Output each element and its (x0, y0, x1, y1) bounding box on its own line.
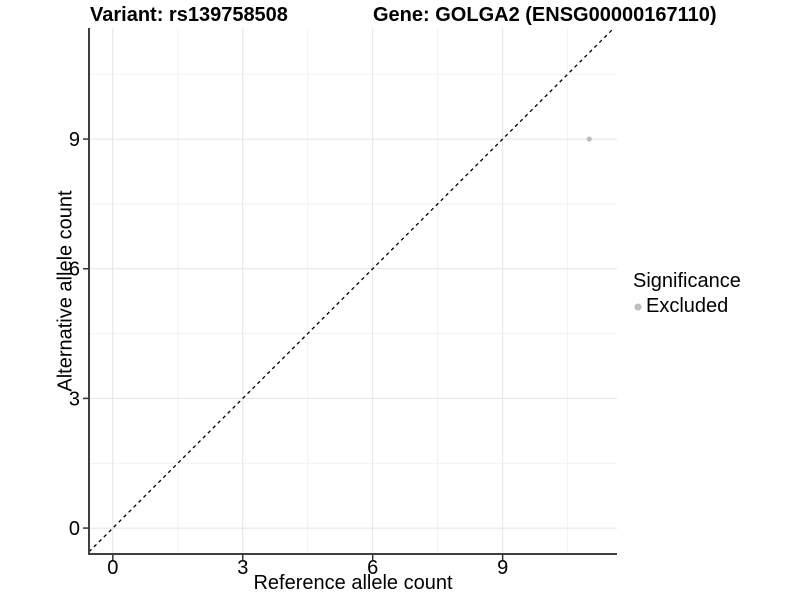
y-axis-label: Alternative allele count (54, 190, 77, 392)
legend-item-label: Excluded (646, 295, 729, 317)
plot-title-gene: Gene: GOLGA2 (ENSG00000167110) (373, 4, 717, 26)
identity-line (88, 27, 615, 553)
plot-title-variant: Variant: rs139758508 (90, 4, 288, 26)
y-tick-label: 3 (69, 388, 80, 410)
y-tick-label: 6 (69, 259, 80, 281)
x-axis-label: Reference allele count (253, 572, 453, 594)
x-tick-label: 0 (107, 557, 118, 579)
x-tick-label: 9 (497, 557, 508, 579)
x-tick-label: 3 (237, 557, 248, 579)
legend-key-dot-icon (634, 303, 642, 310)
legend: Significance Excluded (630, 270, 741, 318)
data-point (586, 136, 592, 142)
y-tick-label: 9 (69, 129, 80, 151)
excluded-dot-icon (634, 303, 642, 310)
legend-title: Significance (633, 270, 741, 292)
y-tick-label: 0 (69, 518, 80, 540)
x-tick-label: 6 (367, 557, 378, 579)
legend-item-excluded: Excluded (630, 295, 741, 318)
